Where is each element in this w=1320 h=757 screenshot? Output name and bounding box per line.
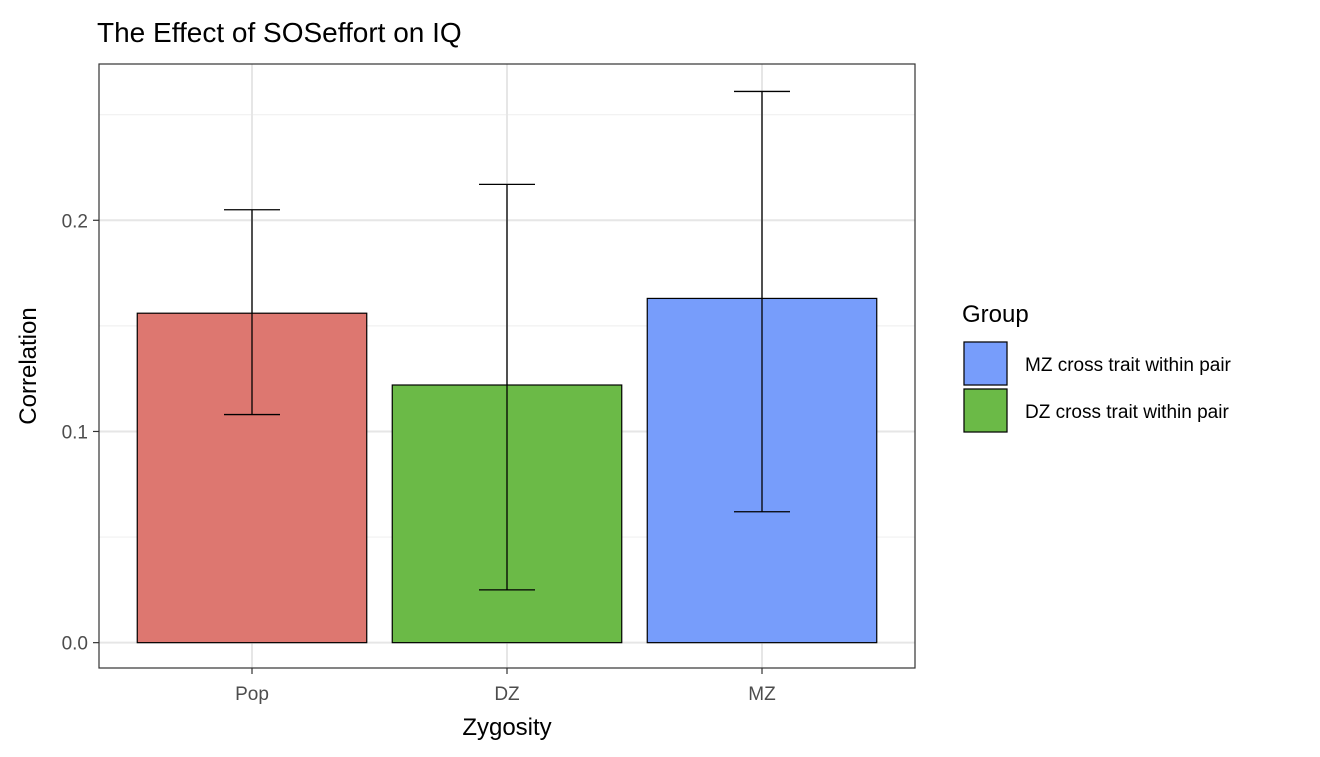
y-tick-label: 0.1 — [62, 422, 88, 443]
x-axis-label: Zygosity — [462, 714, 551, 741]
y-tick-label: 0.2 — [62, 211, 88, 232]
x-tick-label: Pop — [235, 684, 269, 705]
y-tick-label: 0.0 — [62, 634, 88, 655]
x-tick-label: MZ — [748, 684, 776, 705]
legend: Group MZ cross trait within pair DZ cross… — [962, 301, 1232, 433]
legend-swatch — [963, 388, 1008, 433]
x-tick-label: DZ — [494, 684, 520, 705]
legend-label: DZ cross trait within pair — [1025, 402, 1229, 423]
y-axis-label: Correlation — [15, 307, 42, 424]
legend-swatch — [963, 341, 1008, 386]
panel-border — [98, 63, 916, 669]
chart-title: The Effect of SOSeffort on IQ — [97, 17, 462, 48]
legend-title: Group — [962, 301, 1029, 328]
legend-label: MZ cross trait within pair — [1025, 355, 1232, 376]
